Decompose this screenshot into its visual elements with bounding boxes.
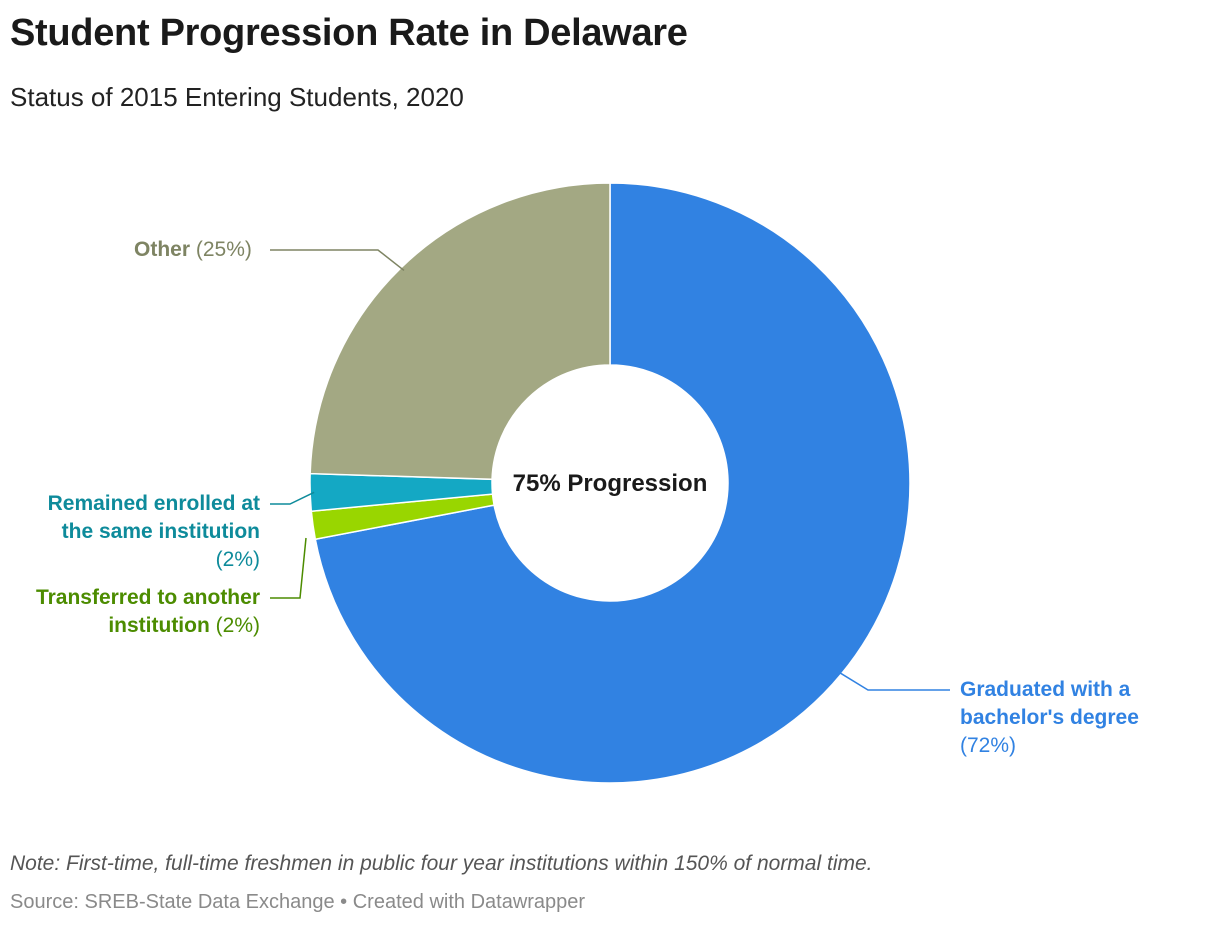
slice-label-graduated: Graduated with a bachelor's degree (72%) bbox=[960, 676, 1139, 760]
slice-label-other-value: (25%) bbox=[195, 238, 252, 261]
leader-line-remained bbox=[270, 491, 315, 505]
leader-line-other bbox=[270, 249, 405, 272]
slice-label-transferred: Transferred to another institution (2%) bbox=[36, 584, 260, 640]
slice-label-remained: Remained enrolled at the same institutio… bbox=[48, 490, 260, 574]
slice-label-transferred-value: (2%) bbox=[215, 614, 260, 637]
slice-label-graduated-line1: Graduated with a bbox=[960, 678, 1131, 701]
slice-label-transferred-line1: Transferred to another bbox=[35, 586, 260, 609]
chart-subtitle: Status of 2015 Entering Students, 2020 bbox=[10, 82, 464, 112]
center-label: 75% Progression bbox=[513, 470, 708, 497]
slice-label-remained-value: (2%) bbox=[215, 548, 260, 571]
slice-label-remained-line2: the same institution bbox=[61, 520, 260, 543]
chart-source: Source: SREB-State Data Exchange • Creat… bbox=[10, 891, 586, 913]
leader-line-transferred bbox=[270, 537, 307, 599]
slice-graduated[interactable] bbox=[314, 182, 911, 784]
leader-line-graduated bbox=[837, 671, 950, 691]
slice-label-other: Other (25%) bbox=[134, 236, 252, 264]
slice-other[interactable] bbox=[309, 182, 611, 481]
chart-note: Note: First-time, full-time freshmen in … bbox=[10, 852, 873, 875]
chart-title: Student Progression Rate in Delaware bbox=[10, 12, 688, 54]
slice-label-remained-line1: Remained enrolled at bbox=[47, 492, 260, 515]
slice-label-graduated-value: (72%) bbox=[960, 734, 1017, 757]
slice-label-other-name: Other bbox=[134, 238, 191, 261]
slice-label-graduated-line2: bachelor's degree bbox=[960, 706, 1139, 729]
slice-label-transferred-line2: institution bbox=[108, 614, 210, 637]
